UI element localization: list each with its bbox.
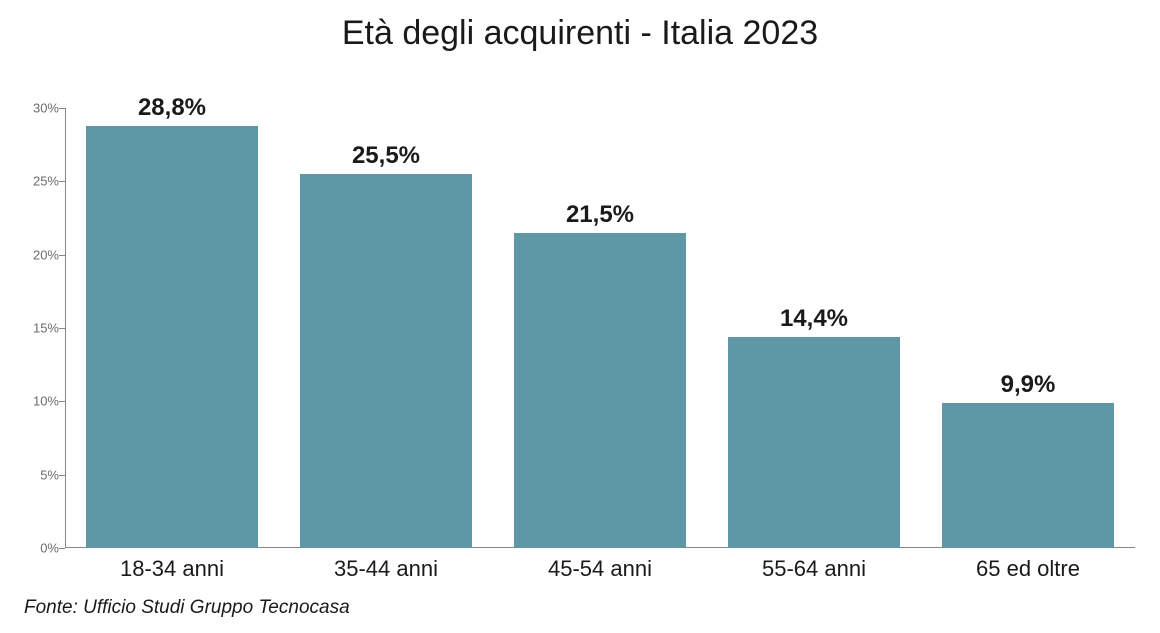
bar: 9,9%65 ed oltre — [942, 403, 1113, 548]
x-category-label: 65 ed oltre — [976, 548, 1080, 582]
chart-container: Età degli acquirenti - Italia 2023 28,8%… — [0, 0, 1160, 633]
x-category-label: 35-44 anni — [334, 548, 438, 582]
y-tick-mark — [59, 108, 65, 109]
bars-group: 28,8%18-34 anni 25,5%35-44 anni 21,5%45-54… — [65, 108, 1135, 548]
bar: 21,5%45-54 anni — [514, 233, 685, 548]
y-tick-mark — [59, 255, 65, 256]
y-tick-mark — [59, 328, 65, 329]
bar: 25,5%35-44 anni — [300, 174, 471, 548]
bar-value-label: 21,5% — [566, 201, 634, 233]
plot-area: 28,8%18-34 anni 25,5%35-44 anni 21,5%45-54… — [65, 108, 1135, 548]
y-tick-mark — [59, 548, 65, 549]
x-category-label: 45-54 anni — [548, 548, 652, 582]
y-tick-mark — [59, 401, 65, 402]
bar-value-label: 14,4% — [780, 305, 848, 337]
x-category-label: 55-64 anni — [762, 548, 866, 582]
bar-value-label: 25,5% — [352, 142, 420, 174]
chart-title: Età degli acquirenti - Italia 2023 — [0, 14, 1160, 53]
bar-value-label: 9,9% — [1001, 371, 1056, 403]
y-tick-mark — [59, 181, 65, 182]
x-category-label: 18-34 anni — [120, 548, 224, 582]
chart-source: Fonte: Ufficio Studi Gruppo Tecnocasa — [24, 597, 350, 619]
bar: 14,4%55-64 anni — [728, 337, 899, 548]
bar-value-label: 28,8% — [138, 94, 206, 126]
bar: 28,8%18-34 anni — [86, 126, 257, 548]
y-tick-mark — [59, 475, 65, 476]
